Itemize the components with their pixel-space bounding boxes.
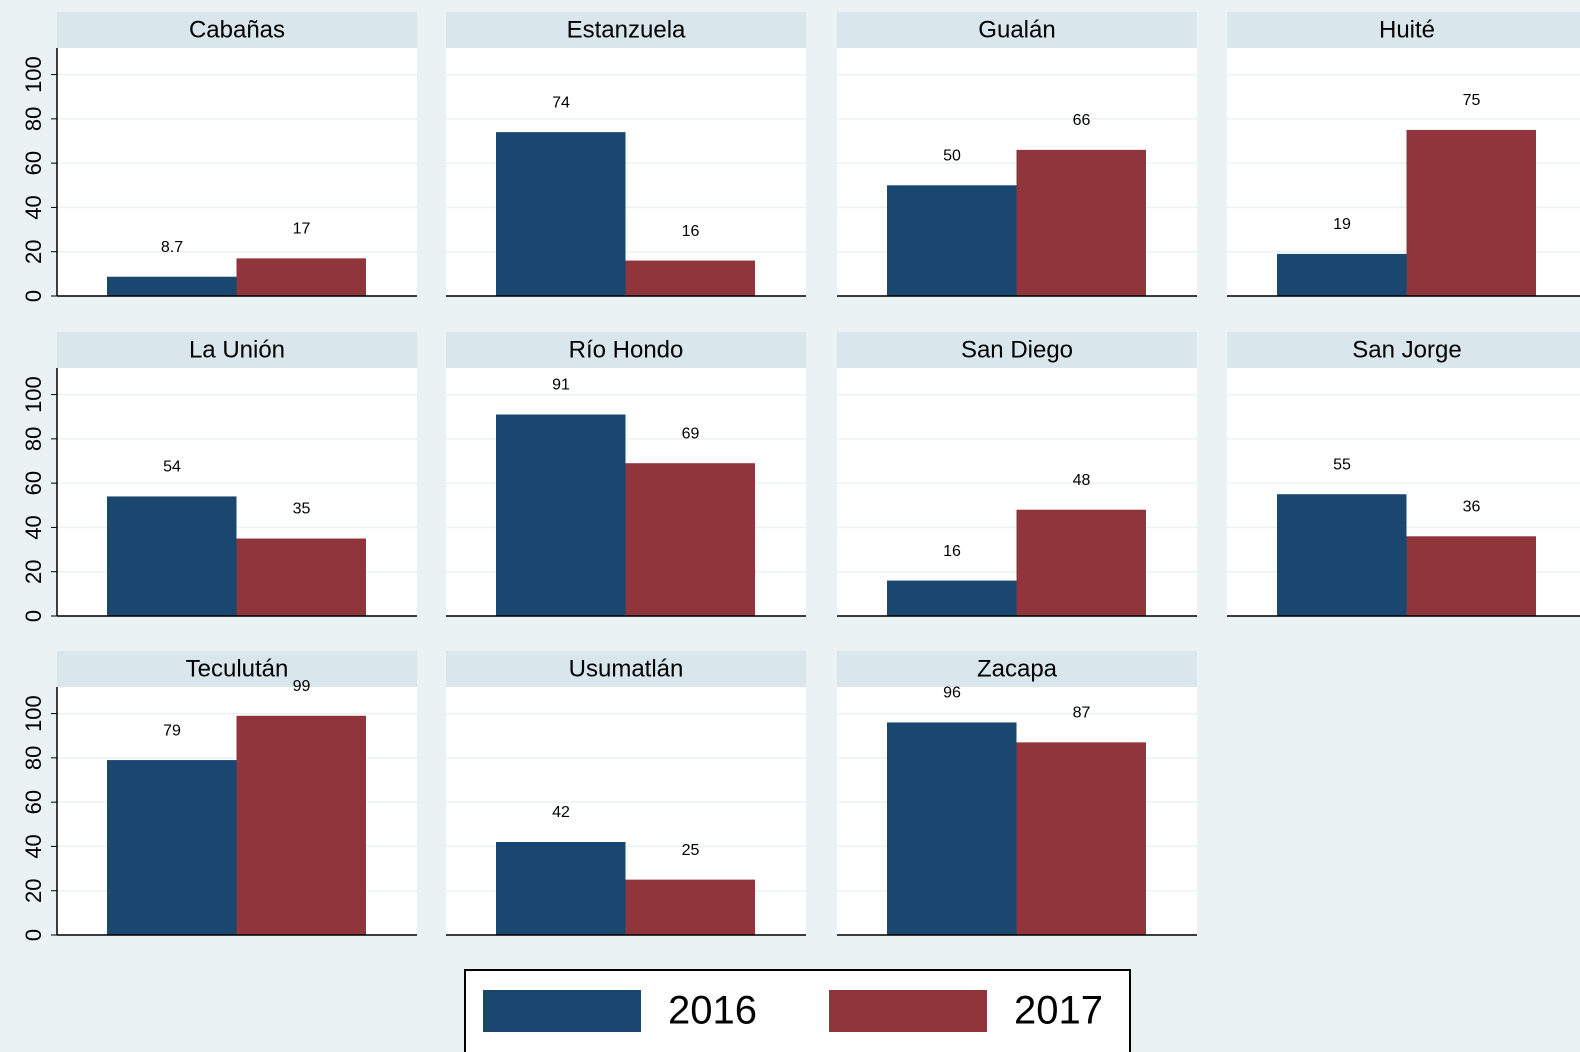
y-tick-label: 0 [21, 610, 46, 622]
bar [887, 185, 1017, 296]
value-label: 36 [1463, 499, 1481, 516]
panel-title: La Unión [189, 336, 285, 363]
value-label: 74 [552, 94, 570, 111]
y-tick-label: 100 [21, 56, 46, 93]
value-label: 19 [1333, 216, 1351, 233]
y-tick-label: 60 [21, 151, 46, 175]
bar [1277, 494, 1407, 616]
bar [887, 722, 1017, 935]
bar [496, 132, 626, 296]
value-label: 48 [1073, 472, 1091, 489]
y-tick-label: 40 [21, 195, 46, 219]
y-tick-label: 80 [21, 427, 46, 451]
value-label: 55 [1333, 456, 1351, 473]
value-label: 66 [1073, 112, 1091, 129]
panel-title: San Jorge [1352, 336, 1461, 363]
value-label: 91 [552, 377, 570, 394]
value-label: 99 [293, 678, 311, 695]
y-tick-label: 0 [21, 929, 46, 941]
panel-title: Río Hondo [569, 336, 684, 363]
y-tick-label: 20 [21, 878, 46, 902]
bar [1406, 536, 1536, 616]
bar [1016, 509, 1146, 616]
value-label: 42 [552, 804, 570, 821]
panel-title: Zacapa [977, 655, 1058, 682]
y-tick-label: 20 [21, 559, 46, 583]
bar [107, 760, 237, 935]
bar [1406, 129, 1536, 296]
y-tick-label: 40 [21, 515, 46, 539]
value-label: 16 [943, 543, 961, 560]
bar [496, 414, 626, 616]
panel-title: Estanzuela [567, 16, 686, 43]
y-tick-label: 80 [21, 746, 46, 770]
panel-title: Teculután [186, 655, 289, 682]
value-label: 75 [1463, 92, 1481, 109]
y-tick-label: 80 [21, 107, 46, 131]
bar [496, 842, 626, 935]
panel-header [57, 12, 417, 48]
value-label: 79 [163, 722, 181, 739]
value-label: 17 [293, 221, 311, 238]
panel-header [1227, 12, 1580, 48]
y-tick-label: 100 [21, 695, 46, 732]
panel-header [446, 332, 806, 368]
value-label: 69 [682, 425, 700, 442]
panel-title: Usumatlán [569, 655, 684, 682]
bar [1277, 253, 1407, 296]
panel-header [446, 12, 806, 48]
panel-header [57, 332, 417, 368]
bar [236, 538, 366, 616]
value-label: 8.7 [161, 239, 183, 256]
panel-title: San Diego [961, 336, 1073, 363]
value-label: 54 [163, 459, 181, 476]
value-label: 35 [293, 501, 311, 518]
y-tick-label: 20 [21, 239, 46, 263]
bar [236, 258, 366, 296]
legend-label: 2017 [1014, 989, 1103, 1033]
legend-label: 2016 [668, 989, 757, 1033]
panel-header [1227, 332, 1580, 368]
y-tick-label: 0 [21, 290, 46, 302]
panel-title: Huité [1379, 16, 1435, 43]
legend-swatch [829, 990, 987, 1032]
y-tick-label: 40 [21, 834, 46, 858]
value-label: 16 [682, 223, 700, 240]
bar [236, 715, 366, 935]
panel-header [837, 651, 1197, 687]
y-tick-label: 60 [21, 790, 46, 814]
panel-header [57, 651, 417, 687]
bar [1016, 149, 1146, 296]
legend-box [464, 969, 1131, 1052]
legend-swatch [483, 990, 641, 1032]
panel-header [837, 332, 1197, 368]
panel-header [837, 12, 1197, 48]
bar [625, 260, 755, 296]
bar [625, 463, 755, 616]
bar [107, 496, 237, 616]
bar [107, 276, 237, 296]
value-label: 50 [943, 148, 961, 165]
plot-area [57, 48, 417, 296]
value-label: 87 [1073, 705, 1091, 722]
y-tick-label: 60 [21, 471, 46, 495]
panel-header [446, 651, 806, 687]
value-label: 25 [682, 842, 700, 859]
value-label: 96 [943, 685, 961, 702]
panel-title: Cabañas [189, 16, 285, 43]
bar [887, 580, 1017, 616]
bar [1016, 742, 1146, 935]
panel-title: Gualán [978, 16, 1055, 43]
bar [625, 879, 755, 935]
y-tick-label: 100 [21, 376, 46, 413]
